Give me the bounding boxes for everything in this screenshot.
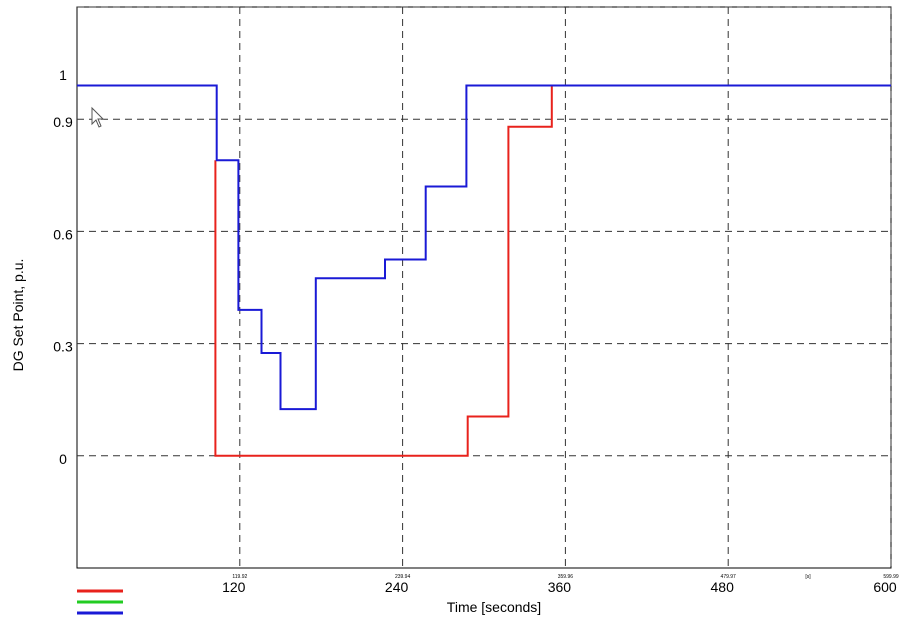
x-tick-label: 600	[873, 579, 897, 595]
cursor-icon	[91, 106, 105, 128]
x-axis-unit-mark: [s]	[805, 574, 811, 580]
legend	[77, 589, 123, 615]
x-tick-sublabel: 479.97	[721, 574, 737, 580]
plot-area	[76, 6, 892, 569]
x-tick-label: 360	[548, 579, 572, 595]
series-line-1	[214, 85, 553, 457]
x-tick-sublabel: 599.99	[883, 574, 899, 580]
series-group	[77, 84, 891, 457]
y-tick-label: 1	[59, 67, 67, 83]
x-tick-sublabel: 119.92	[232, 574, 247, 580]
y-tick-label: 0	[59, 451, 67, 467]
y-tick-label: 0.6	[53, 226, 73, 242]
x-tick-sublabel: 359.96	[558, 574, 574, 580]
x-tick-label: 240	[385, 579, 409, 595]
grid	[77, 6, 892, 568]
series-line-2	[77, 84, 891, 411]
y-axis-label: DG Set Point, p.u.	[10, 259, 26, 372]
x-tick-label: 120	[222, 579, 246, 595]
y-tick-label: 0.3	[53, 339, 73, 355]
x-tick-sublabel: 239.94	[395, 574, 411, 580]
y-tick-label: 0.9	[53, 114, 73, 130]
y-tick-labels: 0 0.3 0.6 0.9 1	[53, 67, 73, 467]
x-tick-label: 480	[711, 579, 735, 595]
x-axis-label: Time [seconds]	[447, 599, 541, 615]
